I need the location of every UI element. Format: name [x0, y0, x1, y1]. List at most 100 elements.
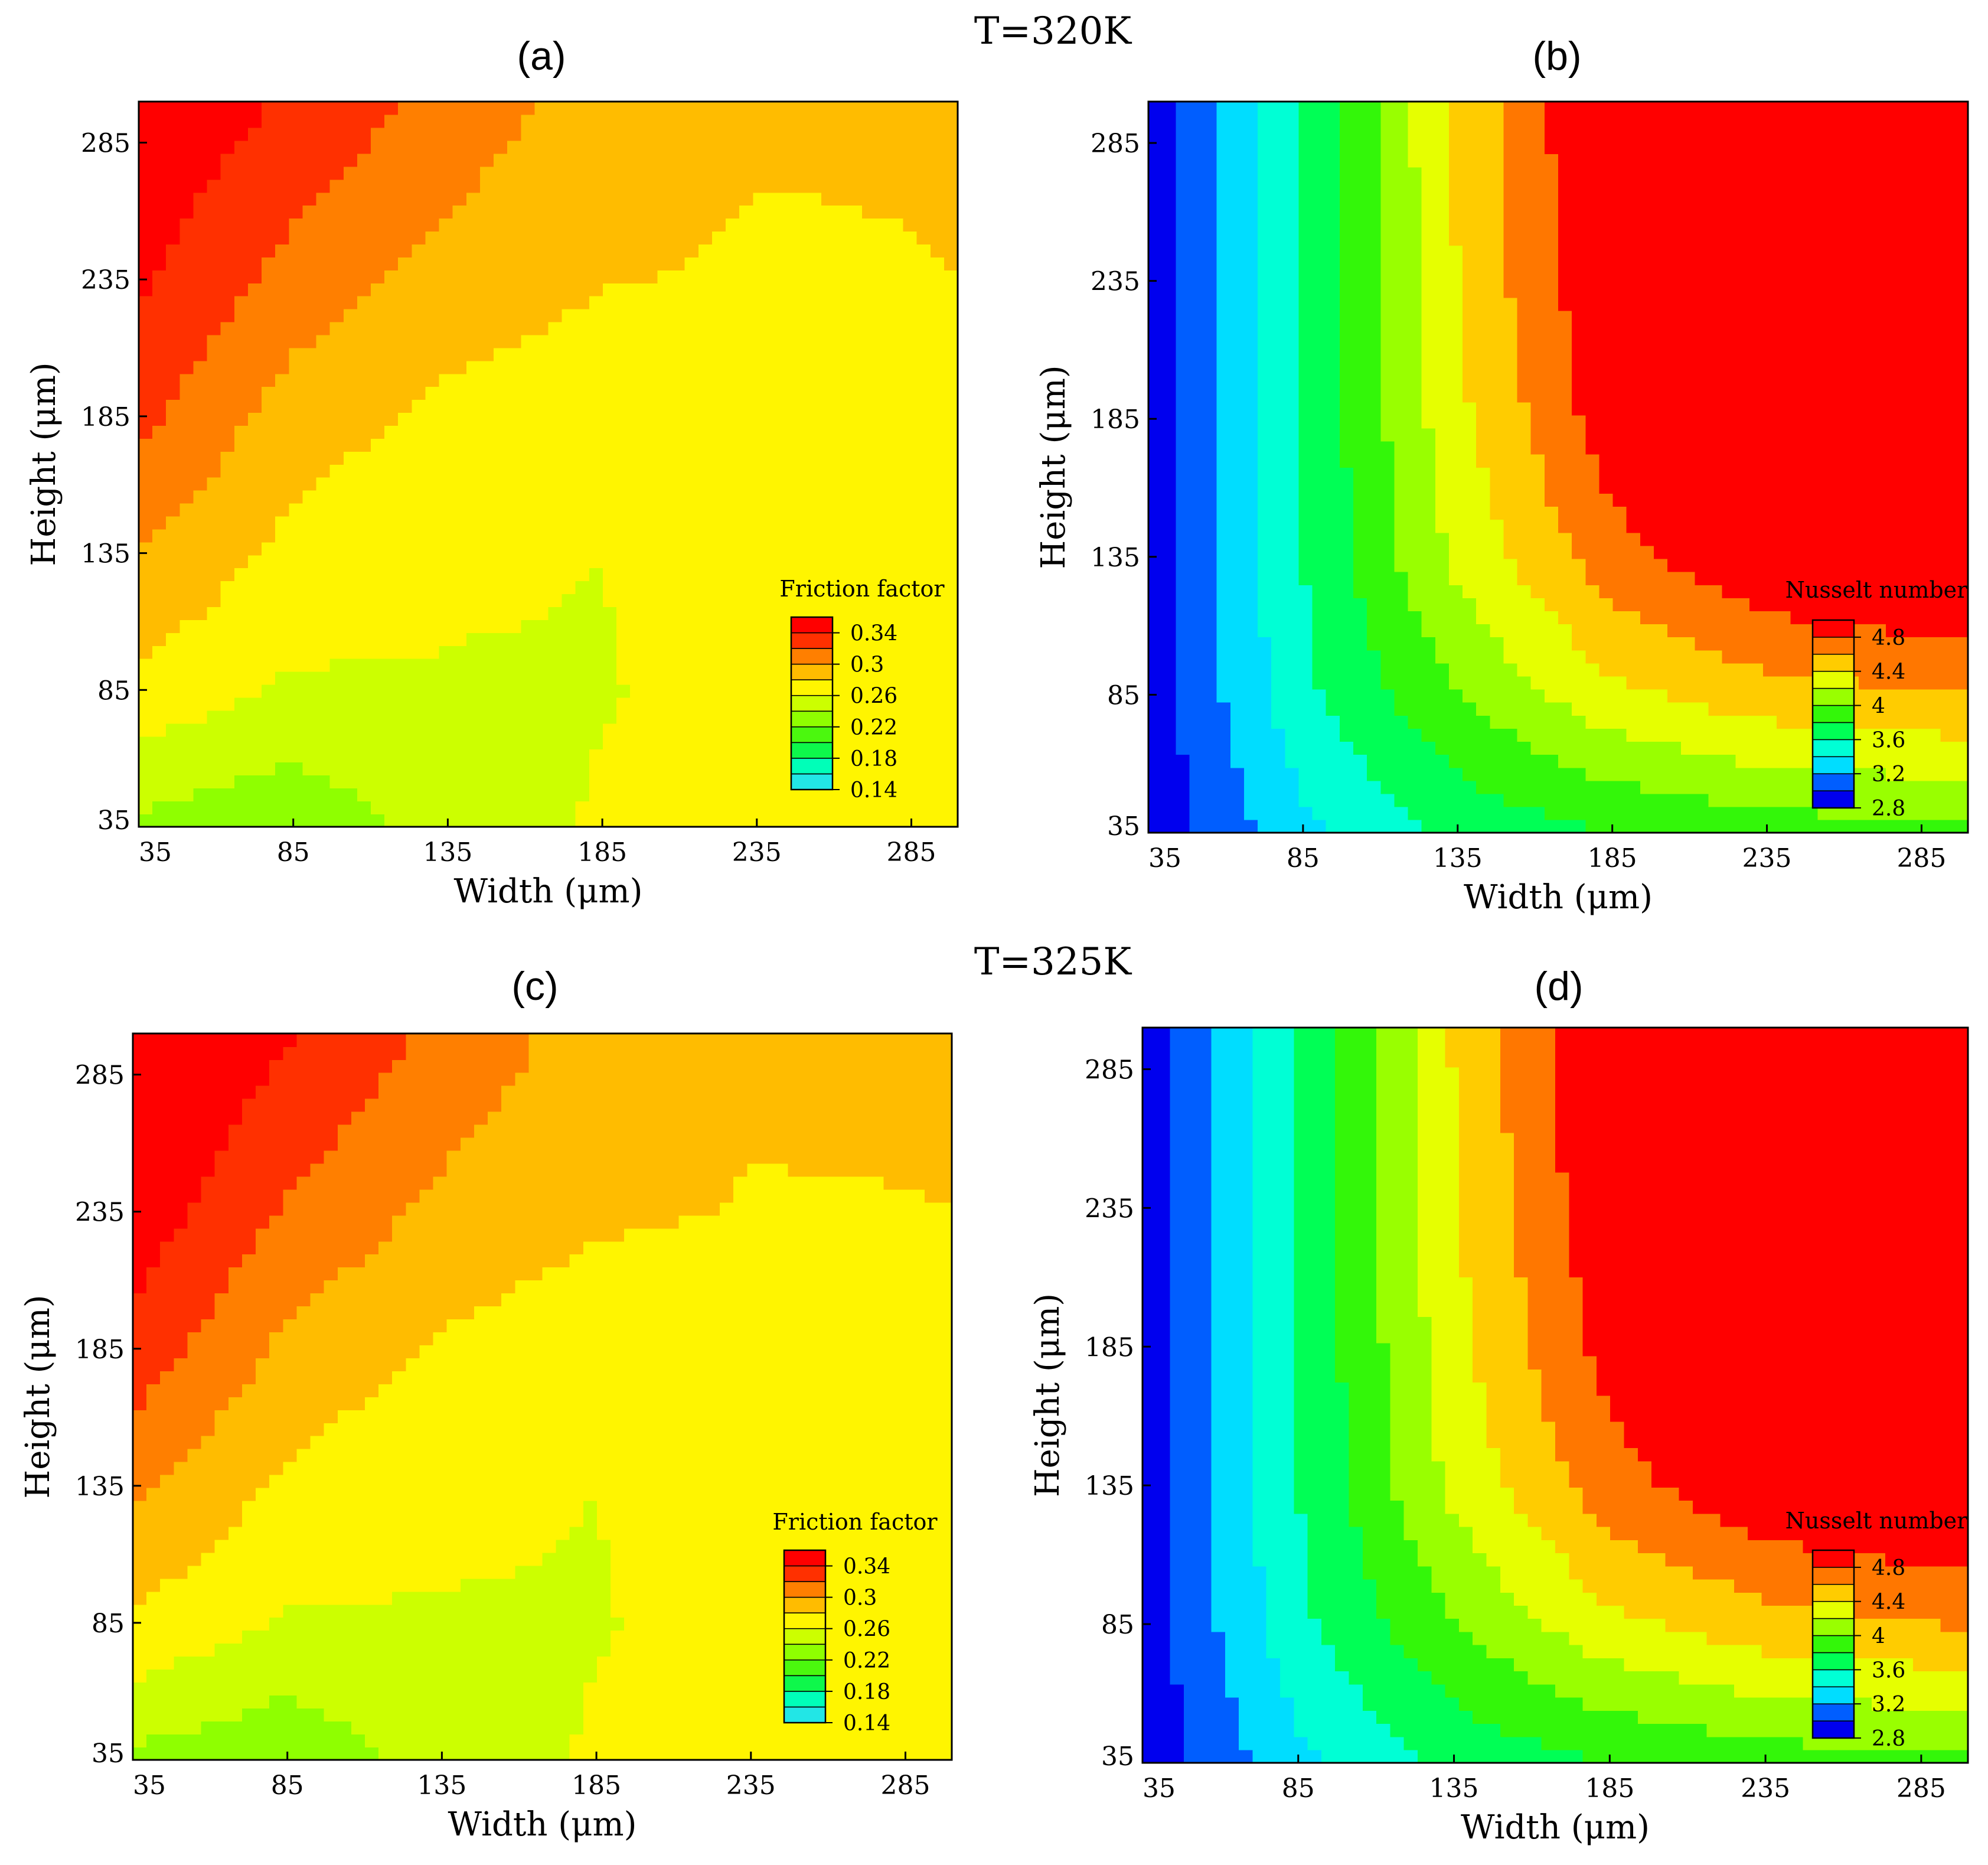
contour-cell	[1858, 493, 1873, 507]
contour-cell	[644, 607, 658, 620]
plot-frame	[138, 100, 959, 828]
contour-cell	[1353, 793, 1367, 807]
contour-cell	[616, 205, 631, 219]
contour-cell	[903, 762, 918, 776]
contour-cell	[726, 529, 740, 543]
contour-cell	[1189, 637, 1204, 651]
contour-cell	[1626, 806, 1641, 820]
contour-cell	[1189, 558, 1204, 572]
contour-cell	[848, 451, 863, 465]
contour-cell	[534, 801, 549, 814]
contour-cell	[1271, 676, 1286, 690]
contour-cell	[1940, 545, 1955, 559]
contour-cell	[1913, 532, 1928, 546]
contour-cell	[657, 218, 672, 232]
contour-cell	[329, 723, 344, 737]
contour-cell	[930, 788, 945, 801]
contour-cell	[657, 555, 672, 569]
contour-cell	[1626, 702, 1641, 716]
contour-cell	[193, 373, 208, 387]
contour-cell	[780, 321, 795, 335]
contour-cell	[371, 710, 385, 724]
contour-cell	[371, 102, 385, 115]
contour-cell	[425, 295, 440, 309]
contour-cell	[1722, 519, 1736, 533]
contour-cell	[1230, 676, 1245, 690]
contour-cell	[1258, 637, 1272, 651]
contour-cell	[589, 555, 603, 569]
contour-cell	[862, 438, 877, 452]
contour-cell	[1653, 663, 1668, 677]
contour-cell	[1940, 676, 1955, 690]
contour-cell	[1162, 506, 1176, 520]
contour-cell	[862, 775, 877, 788]
contour-cell	[1722, 819, 1736, 833]
contour-cell	[835, 192, 849, 206]
contour-cell	[644, 775, 658, 788]
contour-cell	[930, 127, 945, 141]
contour-cell	[1612, 754, 1627, 768]
contour-cell	[1243, 767, 1258, 781]
contour-cell	[1408, 506, 1422, 520]
contour-cell	[1530, 545, 1545, 559]
contour-cell	[139, 801, 153, 814]
contour-cell	[1189, 480, 1204, 494]
contour-cell	[1899, 611, 1914, 625]
contour-cell	[139, 231, 153, 244]
contour-cell	[1271, 819, 1286, 833]
contour-cell	[848, 684, 863, 698]
contour-cell	[726, 710, 740, 724]
contour-cell	[889, 658, 904, 672]
contour-cell	[507, 451, 521, 465]
contour-cell	[302, 684, 317, 698]
contour-cell	[234, 697, 249, 711]
contour-cell	[548, 658, 563, 672]
contour-cell	[889, 257, 904, 270]
contour-cell	[835, 412, 849, 426]
contour-cell	[1653, 493, 1668, 507]
contour-cell	[139, 114, 153, 128]
contour-cell	[316, 503, 331, 517]
contour-cell	[1448, 715, 1463, 729]
contour-cell	[575, 736, 590, 750]
contour-cell	[1503, 728, 1518, 742]
contour-cell	[1421, 806, 1436, 820]
contour-cell	[1530, 780, 1545, 794]
contour-cell	[384, 140, 399, 154]
contour-cell	[1148, 715, 1163, 729]
contour-cell	[711, 464, 726, 478]
contour-cell	[1285, 532, 1300, 546]
contour-cell	[302, 788, 317, 801]
contour-cell	[193, 801, 208, 814]
contour-cell	[684, 736, 699, 750]
contour-cell	[452, 399, 467, 413]
contour-cell	[425, 153, 440, 167]
contour-cell	[876, 814, 890, 827]
contour-cell	[889, 503, 904, 517]
contour-cell	[1421, 532, 1436, 546]
contour-cell	[807, 179, 822, 193]
contour-cell	[1530, 532, 1545, 546]
contour-cell	[1845, 532, 1859, 546]
contour-cell	[1763, 493, 1777, 507]
contour-cell	[862, 632, 877, 646]
contour-cell	[930, 697, 945, 711]
contour-cell	[930, 321, 945, 335]
contour-cell	[548, 257, 563, 270]
contour-cell	[711, 749, 726, 763]
contour-cell	[889, 516, 904, 530]
contour-cell	[343, 542, 358, 556]
contour-cell	[1845, 519, 1859, 533]
contour-cell	[494, 814, 508, 827]
contour-cell	[1463, 493, 1477, 507]
contour-cell	[930, 645, 945, 659]
contour-cell	[357, 594, 371, 607]
contour-cell	[1189, 545, 1204, 559]
contour-cell	[1243, 493, 1258, 507]
contour-cell	[1380, 819, 1395, 833]
contour-cell	[739, 334, 753, 348]
contour-cell	[644, 412, 658, 426]
contour-cell	[289, 244, 303, 257]
contour-cell	[207, 257, 221, 270]
